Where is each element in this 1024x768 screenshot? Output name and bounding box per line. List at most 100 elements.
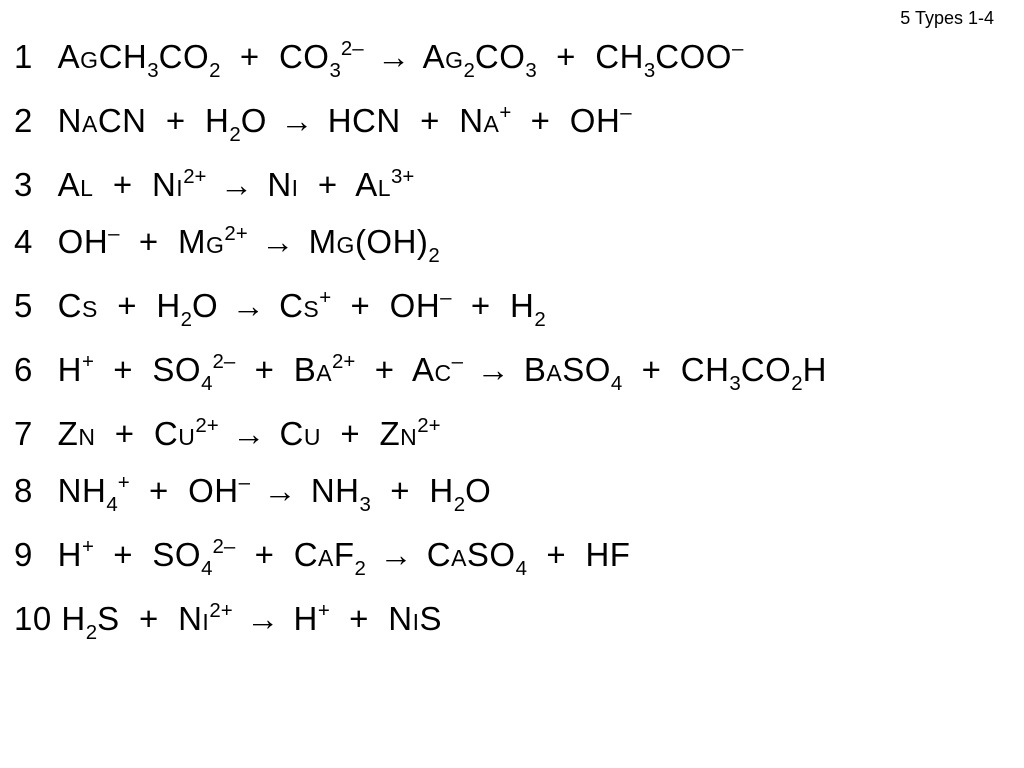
species: OH– [390,287,452,324]
header-text: 5 Types 1-4 [900,8,994,28]
species: Na+ [459,102,511,139]
equation-number: 6 [14,353,48,386]
plus-sign: + [351,287,371,324]
species: OH– [58,223,120,260]
plus-sign: + [139,600,159,637]
equation-number: 5 [14,289,48,322]
species: OH– [188,472,250,509]
equation-list: 1 AgCH3CO2 + CO32– → Ag2CO3 + CH3COO– 2 N… [14,40,1010,666]
reaction-arrow: → [216,168,258,201]
species: Zn2+ [379,415,440,452]
species: HCN [328,102,401,139]
reaction-arrow: → [260,474,302,507]
species: NiS [388,600,442,637]
species: Ni2+ [152,166,207,203]
plus-sign: + [642,351,662,388]
species: Al [58,166,94,203]
plus-sign: + [318,166,338,203]
equation-number: 9 [14,538,48,571]
species: CH3COO– [595,38,743,75]
species: Mg2+ [178,223,248,260]
species: OH– [570,102,632,139]
species: CaSO4 [427,536,527,573]
species: Ag2CO3 [423,38,537,75]
species: Cs [58,287,98,324]
reaction-arrow: → [373,40,415,73]
equation-row: 10 H2S + Ni2+ → H+ + NiS [14,602,1010,642]
species: H2 [510,287,546,324]
equation-number: 4 [14,225,48,258]
species: SO42– [152,351,235,388]
species: Ni [267,166,298,203]
plus-sign: + [117,287,137,324]
equation-number: 7 [14,417,48,450]
species: Al3+ [355,166,414,203]
species: H2O [429,472,491,509]
equation-row: 5 Cs + H2O → Cs+ + OH– + H2 [14,289,1010,329]
species: CO32– [279,38,364,75]
equation-row: 3 Al + Ni2+ → Ni + Al3+ [14,168,1010,201]
equation-row: 6 H+ + SO42– + Ba2+ + Ac– → BaSO4 + CH3C… [14,353,1010,393]
equation-number: 3 [14,168,48,201]
equation-row: 1 AgCH3CO2 + CO32– → Ag2CO3 + CH3COO– [14,40,1010,80]
species: Cu2+ [154,415,219,452]
plus-sign: + [255,351,275,388]
plus-sign: + [546,536,566,573]
plus-sign: + [471,287,491,324]
species: H2O [205,102,267,139]
plus-sign: + [115,415,135,452]
plus-sign: + [375,351,395,388]
species: CH3CO2H [681,351,827,388]
page-header: 5 Types 1-4 [900,8,994,29]
reaction-arrow: → [277,104,319,137]
equation-number: 1 [14,40,48,73]
plus-sign: + [420,102,440,139]
species: BaSO4 [524,351,622,388]
reaction-arrow: → [228,417,270,450]
species: SO42– [152,536,235,573]
species: H2O [156,287,218,324]
equation-number: 2 [14,104,48,137]
reaction-arrow: → [228,289,270,322]
species: Cs+ [279,287,331,324]
equation-row: 2 NaCN + H2O → HCN + Na+ + OH– [14,104,1010,144]
plus-sign: + [349,600,369,637]
species: H2S [61,600,119,637]
species: H+ [58,351,94,388]
species: H+ [293,600,329,637]
species: Ni2+ [178,600,233,637]
plus-sign: + [166,102,186,139]
species: Mg(OH)2 [309,223,440,260]
species: H+ [58,536,94,573]
species: Cu [280,415,321,452]
plus-sign: + [240,38,260,75]
equation-row: 7 Zn + Cu2+ → Cu + Zn2+ [14,417,1010,450]
plus-sign: + [556,38,576,75]
equation-row: 9 H+ + SO42– + CaF2 → CaSO4 + HF [14,538,1010,578]
plus-sign: + [531,102,551,139]
species: Ac– [412,351,463,388]
species: Zn [58,415,96,452]
plus-sign: + [113,536,133,573]
plus-sign: + [149,472,169,509]
species: HF [585,536,630,573]
species: AgCH3CO2 [58,38,221,75]
species: NH3 [311,472,371,509]
reaction-arrow: → [376,538,418,571]
plus-sign: + [113,166,133,203]
plus-sign: + [255,536,275,573]
reaction-arrow: → [242,602,284,635]
species: Ba2+ [294,351,356,388]
species: NaCN [58,102,147,139]
reaction-arrow: → [473,353,515,386]
plus-sign: + [340,415,360,452]
equation-number: 10 [14,602,52,635]
equation-number: 8 [14,474,48,507]
plus-sign: + [113,351,133,388]
plus-sign: + [139,223,159,260]
species: CaF2 [294,536,366,573]
equation-row: 8 NH4+ + OH– → NH3 + H2O [14,474,1010,514]
reaction-arrow: → [257,225,299,258]
plus-sign: + [390,472,410,509]
species: NH4+ [58,472,130,509]
